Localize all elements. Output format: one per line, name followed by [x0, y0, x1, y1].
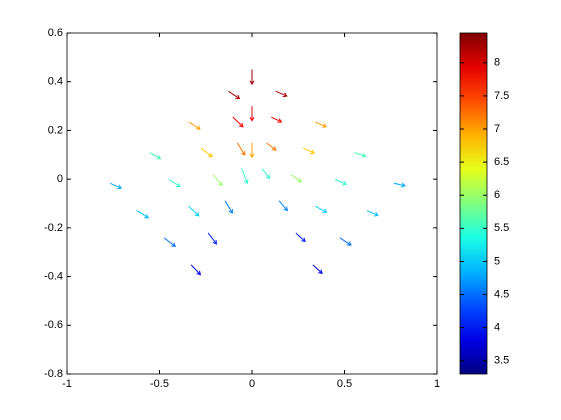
arrow [200, 147, 213, 158]
arrow [190, 264, 202, 276]
x-tick-label: -0.5 [150, 378, 169, 390]
colorbar-tick-label: 4.5 [494, 288, 509, 300]
arrow [163, 237, 176, 247]
arrow [212, 174, 223, 187]
arrow [249, 69, 255, 86]
arrow [241, 168, 249, 185]
axes-box [66, 32, 438, 375]
arrow [149, 152, 162, 160]
arrow [366, 210, 379, 217]
arrow [232, 116, 244, 128]
colorbar-tick-label: 6.5 [494, 156, 509, 168]
colorbar-tick-label: 6 [494, 189, 500, 201]
x-tick-label: -1 [62, 378, 72, 390]
arrow [236, 142, 246, 156]
arrow [393, 182, 406, 188]
colorbar-tick-label: 5.5 [494, 222, 509, 234]
arrow [228, 90, 241, 100]
arrow [334, 178, 348, 186]
arrow [109, 182, 123, 190]
arrow [314, 121, 328, 128]
arrow [136, 210, 150, 219]
arrow [290, 174, 302, 183]
arrow [188, 205, 200, 217]
arrow [271, 116, 283, 123]
arrow [339, 237, 352, 246]
x-tick-label: 0.5 [337, 378, 352, 390]
arrow [275, 90, 288, 98]
arrow [188, 121, 201, 130]
arrow [266, 142, 277, 151]
y-tick-label: -0.2 [44, 222, 63, 234]
arrow [207, 232, 218, 245]
y-tick-label: -0.8 [44, 368, 63, 380]
colorbar-tick-label: 5 [494, 255, 500, 267]
arrow [295, 232, 306, 243]
arrow [261, 168, 271, 180]
arrow [315, 205, 328, 213]
colorbar [459, 32, 488, 375]
x-tick-label: 0 [249, 378, 255, 390]
y-tick-label: 0.4 [48, 76, 63, 88]
y-tick-label: -0.6 [44, 319, 63, 331]
arrow [354, 152, 367, 158]
arrow [312, 264, 323, 275]
arrow [249, 142, 255, 159]
colorbar-tick-label: 4 [494, 322, 500, 334]
y-tick-label: 0 [57, 173, 63, 185]
arrow [302, 147, 316, 155]
y-tick-label: -0.4 [44, 270, 63, 282]
x-tick-label: 1 [434, 378, 440, 390]
colorbar-tick-label: 3.5 [494, 355, 509, 367]
arrow [278, 200, 288, 212]
colorbar-tick-label: 7.5 [494, 90, 509, 102]
y-tick-label: 0.2 [48, 124, 63, 136]
colorbar-tick-label: 7 [494, 123, 500, 135]
y-tick-label: 0.6 [48, 27, 63, 39]
colorbar-tick-label: 8 [494, 57, 500, 69]
arrow [249, 106, 255, 122]
arrow [168, 178, 181, 188]
arrow [224, 200, 233, 214]
